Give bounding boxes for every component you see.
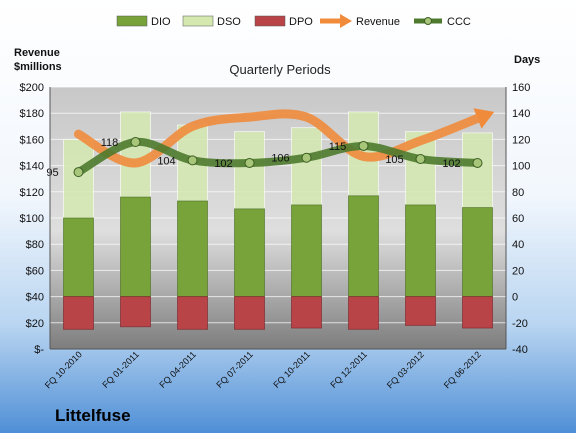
- left-tick-label: $80: [26, 239, 44, 251]
- bar-dio: [234, 208, 265, 298]
- ccc-data-label: 102: [214, 158, 232, 170]
- legend-swatch-marker: [424, 17, 432, 25]
- ccc-point: [301, 152, 312, 163]
- ccc-point: [130, 137, 141, 148]
- ccc-point: [73, 167, 84, 178]
- legend: DIO DSO DPO Revenue CCC: [116, 14, 471, 28]
- legend-swatch-arrowhead: [340, 14, 352, 28]
- left-tick-label: $20: [26, 318, 44, 330]
- ccc-point: [187, 155, 198, 166]
- left-tick-label: $-: [34, 344, 44, 356]
- ccc-data-label: 115: [329, 141, 347, 153]
- legend-swatch: [254, 15, 286, 27]
- ccc-data-label: 102: [442, 158, 460, 170]
- bar-dpo: [120, 296, 151, 328]
- left-tick-label: $120: [20, 187, 44, 199]
- ccc-point: [358, 140, 369, 151]
- bar-dio: [177, 200, 208, 298]
- bar-dio: [462, 207, 493, 298]
- left-axis-title-line1: Revenue: [14, 47, 60, 59]
- bar-dso: [234, 131, 265, 210]
- bar-dpo: [63, 296, 94, 330]
- bar-dso: [462, 132, 493, 209]
- right-tick-label: 160: [512, 82, 530, 94]
- left-tick-label: $100: [20, 213, 44, 225]
- ccc-data-label: 95: [46, 167, 58, 179]
- company-name: Littelfuse: [55, 406, 131, 425]
- right-tick-label: 100: [512, 161, 530, 173]
- right-tick-label: 20: [512, 265, 524, 277]
- ccc-data-label: 106: [271, 153, 289, 165]
- bar-dpo: [291, 296, 322, 329]
- ccc-data-label: 118: [101, 137, 119, 149]
- bar-dio: [63, 217, 94, 298]
- left-tick-label: $180: [20, 108, 44, 120]
- bar-dpo: [348, 296, 379, 330]
- revenue-layer: [74, 108, 495, 168]
- legend-label: DIO: [151, 16, 171, 28]
- bar-dio: [291, 204, 322, 298]
- ccc-data-label: 104: [157, 155, 175, 167]
- left-axis-title-line2: $millions: [14, 61, 62, 73]
- left-tick-label: $200: [20, 82, 44, 94]
- legend-swatch: [116, 15, 148, 27]
- right-tick-label: -20: [512, 318, 528, 330]
- bar-dio: [348, 195, 379, 298]
- right-axis-title: Days: [514, 54, 540, 66]
- bar-dpo: [405, 296, 436, 326]
- legend-label: DPO: [289, 16, 313, 28]
- bar-dso: [120, 111, 151, 198]
- right-tick-label: 140: [512, 108, 530, 120]
- right-tick-label: 120: [512, 134, 530, 146]
- ccc-point: [472, 157, 483, 168]
- ccc-layer: 95 118 104 102 106 115 105 102: [46, 137, 483, 179]
- right-tick-label: 0: [512, 292, 518, 304]
- bar-dso: [291, 127, 322, 206]
- legend-label: CCC: [447, 16, 471, 28]
- right-tick-label: 40: [512, 239, 524, 251]
- bar-dio: [405, 204, 436, 298]
- ccc-point: [415, 154, 426, 165]
- legend-label: Revenue: [356, 16, 400, 28]
- ccc-data-label: 105: [385, 154, 403, 166]
- revenue-arrowhead: [473, 108, 495, 129]
- left-tick-label: $140: [20, 161, 44, 173]
- revenue-line: [74, 109, 482, 168]
- bar-dpo: [177, 296, 208, 330]
- left-tick-label: $60: [26, 265, 44, 277]
- bar-dpo: [234, 296, 265, 330]
- chart-title: Quarterly Periods: [229, 62, 331, 77]
- ccc-point: [244, 157, 255, 168]
- legend-label: DSO: [217, 16, 241, 28]
- left-tick-label: $160: [20, 134, 44, 146]
- legend-swatch: [182, 15, 214, 27]
- bar-dio: [120, 196, 151, 298]
- bar-dso: [63, 138, 94, 219]
- right-tick-label: 60: [512, 213, 524, 225]
- right-tick-label: -40: [512, 344, 528, 356]
- left-tick-label: $40: [26, 292, 44, 304]
- right-tick-label: 80: [512, 187, 524, 199]
- bar-dpo: [462, 296, 493, 329]
